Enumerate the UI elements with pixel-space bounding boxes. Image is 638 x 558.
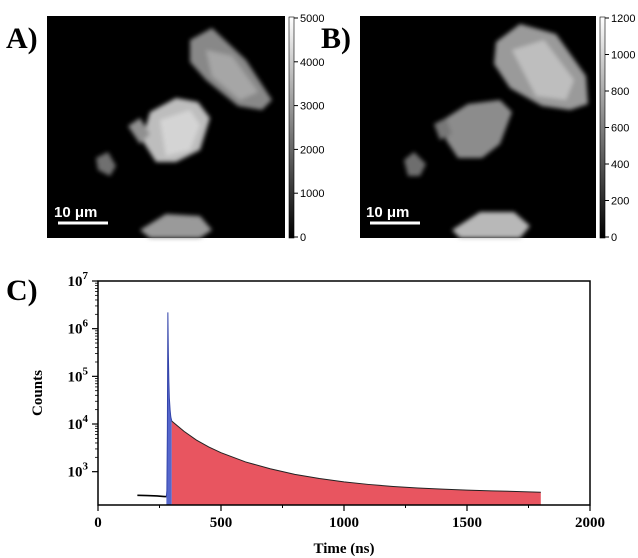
y-tick-label: 107 <box>68 270 89 290</box>
x-tick-label: 500 <box>210 515 233 531</box>
y-axis-label: Counts <box>30 370 46 416</box>
y-tick-label: 106 <box>68 318 89 338</box>
colorbar-tick-label: 800 <box>611 86 629 98</box>
colorbar-tick-label: 5000 <box>300 13 324 25</box>
colorbar-tick-label: 1200 <box>611 13 635 25</box>
x-tick-label: 0 <box>94 515 102 531</box>
panel-a-label: A) <box>6 22 38 55</box>
series-2-area <box>171 421 541 505</box>
colorbar-b-ticks: 1200 1000 800 600 400 200 0 <box>605 13 635 244</box>
colorbar-tick-label: 1000 <box>611 50 635 62</box>
panel-b: B) 10 μm 1200 1000 800 600 400 200 0 <box>321 13 635 244</box>
panel-c: C) 0 500 1000 1500 2000 103 104 105 106 107 Time… <box>6 270 605 557</box>
colorbar-tick-label: 200 <box>611 196 629 208</box>
colorbar-tick-label: 0 <box>300 232 306 244</box>
y-tick-label: 105 <box>68 365 89 385</box>
colorbar-tick-label: 600 <box>611 123 629 135</box>
x-axis-ticks: 0 500 1000 1500 2000 <box>94 505 605 531</box>
colorbar-tick-label: 0 <box>611 232 617 244</box>
x-tick-label: 1500 <box>452 515 482 531</box>
scale-bar-label: 10 μm <box>366 204 409 221</box>
colorbar-b: 1200 1000 800 600 400 200 0 <box>599 13 635 244</box>
panel-c-label: C) <box>6 274 38 307</box>
panel-a-image: 10 μm <box>47 16 285 238</box>
colorbar-tick-label: 1000 <box>300 188 324 200</box>
x-tick-label: 2000 <box>575 515 605 531</box>
panel-b-image: 10 μm <box>360 16 596 238</box>
colorbar-a-ticks: 5000 4000 3000 2000 1000 0 <box>294 13 324 244</box>
colorbar-tick-label: 4000 <box>300 57 324 69</box>
colorbar-tick-label: 2000 <box>300 144 324 156</box>
x-tick-label: 1000 <box>329 515 359 531</box>
y-tick-label: 104 <box>68 413 89 433</box>
scale-bar-label: 10 μm <box>54 204 97 221</box>
y-axis-ticks: 103 104 105 106 107 <box>68 270 98 481</box>
x-axis-label: Time (ns) <box>314 541 375 557</box>
plot-area <box>137 312 541 505</box>
panel-b-label: B) <box>321 22 351 55</box>
colorbar-tick-label: 3000 <box>300 101 324 113</box>
colorbar-a: 5000 4000 3000 2000 1000 0 <box>288 13 324 244</box>
series-0-line <box>137 494 167 498</box>
series-2-line <box>171 420 541 493</box>
y-tick-label: 103 <box>68 461 89 481</box>
series-1-line <box>165 312 173 497</box>
panel-a: A) 10 μm 5000 4000 3000 2000 1000 0 <box>6 13 324 244</box>
colorbar-tick-label: 400 <box>611 159 629 171</box>
